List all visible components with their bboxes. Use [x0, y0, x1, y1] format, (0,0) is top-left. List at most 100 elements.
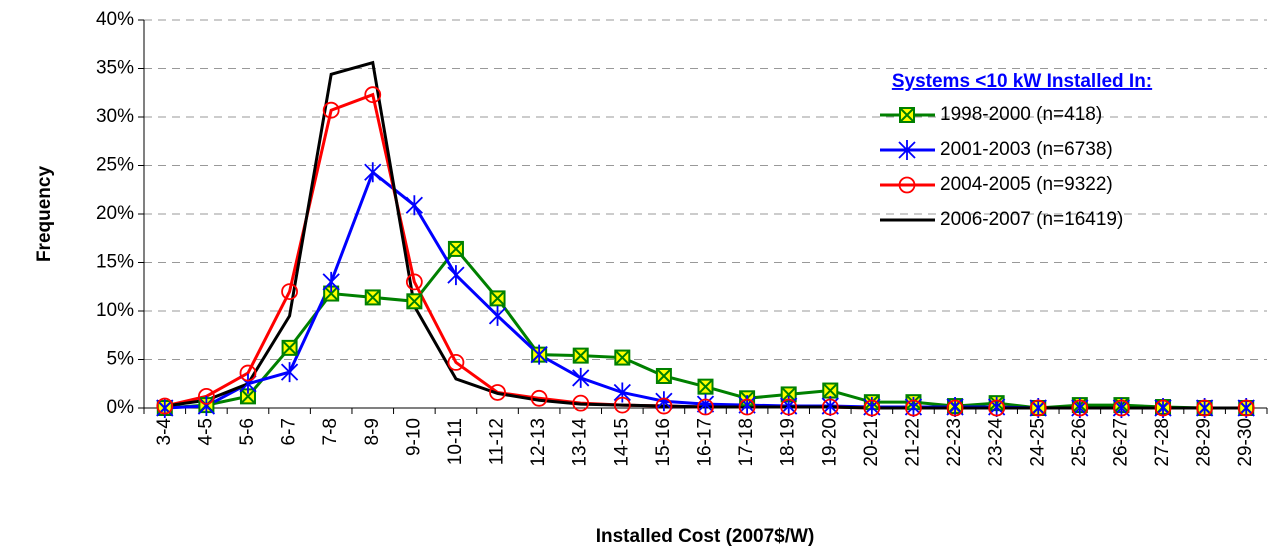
marker	[822, 382, 839, 399]
y-tick-label: 35%	[96, 58, 134, 79]
marker	[364, 162, 382, 183]
marker-asterisk	[572, 367, 590, 388]
marker-circle	[1237, 399, 1255, 417]
x-tick-label: 22-23	[944, 418, 965, 467]
marker	[489, 384, 506, 401]
marker	[530, 344, 548, 365]
x-axis-title: Installed Cost (2007$/W)	[596, 526, 815, 547]
marker-circle	[898, 176, 916, 194]
marker	[489, 290, 506, 307]
marker-asterisk	[696, 394, 715, 415]
marker	[1237, 399, 1255, 417]
marker	[1029, 399, 1047, 417]
marker-circle	[1154, 399, 1172, 417]
marker-circle	[156, 397, 174, 415]
x-tick-label: 19-20	[819, 418, 840, 467]
marker	[898, 140, 916, 160]
marker	[406, 293, 423, 310]
marker-circle	[364, 86, 382, 104]
marker	[1154, 399, 1172, 417]
marker	[780, 398, 798, 416]
x-tick-label: 28-29	[1194, 418, 1215, 467]
marker-cross	[615, 350, 630, 365]
legend-label: 2004-2005 (n=9322)	[940, 174, 1113, 195]
marker	[364, 86, 382, 104]
marker-circle	[1029, 399, 1047, 417]
marker-circle	[1113, 399, 1130, 417]
marker-circle	[821, 398, 839, 416]
marker-circle	[697, 398, 714, 416]
y-tick-label: 20%	[96, 203, 134, 224]
legend-label: 1998-2000 (n=418)	[940, 104, 1102, 125]
marker	[364, 289, 381, 306]
marker	[281, 283, 298, 301]
marker	[863, 399, 881, 417]
marker-asterisk	[530, 344, 548, 365]
marker-asterisk	[655, 391, 673, 412]
y-tick-label: 40%	[96, 9, 134, 30]
marker-asterisk	[322, 271, 340, 292]
marker	[323, 285, 340, 302]
marker-cross	[900, 108, 914, 122]
marker	[572, 367, 590, 388]
marker	[239, 364, 257, 382]
marker	[905, 399, 922, 417]
marker	[697, 398, 714, 416]
marker	[280, 362, 299, 383]
marker	[322, 101, 340, 119]
marker	[156, 398, 174, 418]
marker-cross	[449, 242, 463, 256]
x-tick-label: 5-6	[237, 418, 258, 445]
marker	[655, 391, 673, 412]
marker	[447, 265, 465, 286]
legend-label: 2006-2007 (n=16419)	[940, 209, 1123, 230]
marker-circle	[572, 394, 590, 412]
x-tick-label: 23-24	[986, 418, 1007, 467]
marker-circle	[447, 354, 465, 371]
marker	[821, 398, 839, 416]
marker	[738, 398, 756, 416]
marker	[738, 395, 756, 416]
marker	[780, 386, 797, 403]
x-tick-label: 15-16	[653, 418, 674, 467]
marker-circle	[905, 399, 922, 417]
x-tick-label: 24-25	[1027, 418, 1048, 467]
marker	[197, 387, 215, 405]
marker-asterisk	[738, 395, 756, 416]
marker-asterisk	[898, 140, 916, 160]
y-tick-label: 15%	[96, 252, 134, 273]
x-tick-label: 9-10	[403, 418, 424, 456]
marker	[655, 397, 673, 415]
marker-asterisk	[613, 382, 631, 403]
y-tick-label: 25%	[96, 155, 134, 176]
marker-asterisk	[447, 265, 465, 286]
marker	[156, 397, 174, 415]
x-tick-label: 4-5	[195, 418, 216, 445]
marker	[239, 388, 256, 405]
legend-label: 2001-2003 (n=6738)	[940, 139, 1113, 160]
marker	[281, 339, 298, 356]
marker-circle	[655, 397, 673, 415]
legend-title: Systems <10 kW Installed In:	[892, 71, 1152, 92]
marker	[613, 382, 631, 403]
x-tick-label: 8-9	[362, 418, 383, 445]
marker-circle	[239, 364, 257, 382]
x-tick-label: 12-13	[528, 418, 549, 467]
marker	[697, 378, 714, 395]
marker-circle	[405, 273, 423, 291]
marker-circle	[613, 396, 631, 414]
marker-circle	[946, 399, 964, 417]
marker-cross	[657, 369, 671, 383]
marker	[572, 347, 589, 364]
x-tick-label: 18-19	[778, 418, 799, 467]
x-tick-label: 29-30	[1235, 418, 1256, 467]
x-tick-label: 20-21	[861, 418, 882, 467]
x-tick-label: 11-12	[487, 418, 508, 465]
y-tick-label: 30%	[96, 106, 134, 127]
marker-cross	[490, 291, 505, 306]
marker-circle	[322, 101, 340, 119]
x-tick-label: 13-14	[570, 418, 591, 467]
marker-circle	[1071, 399, 1089, 417]
marker	[322, 271, 340, 292]
marker	[572, 394, 590, 412]
